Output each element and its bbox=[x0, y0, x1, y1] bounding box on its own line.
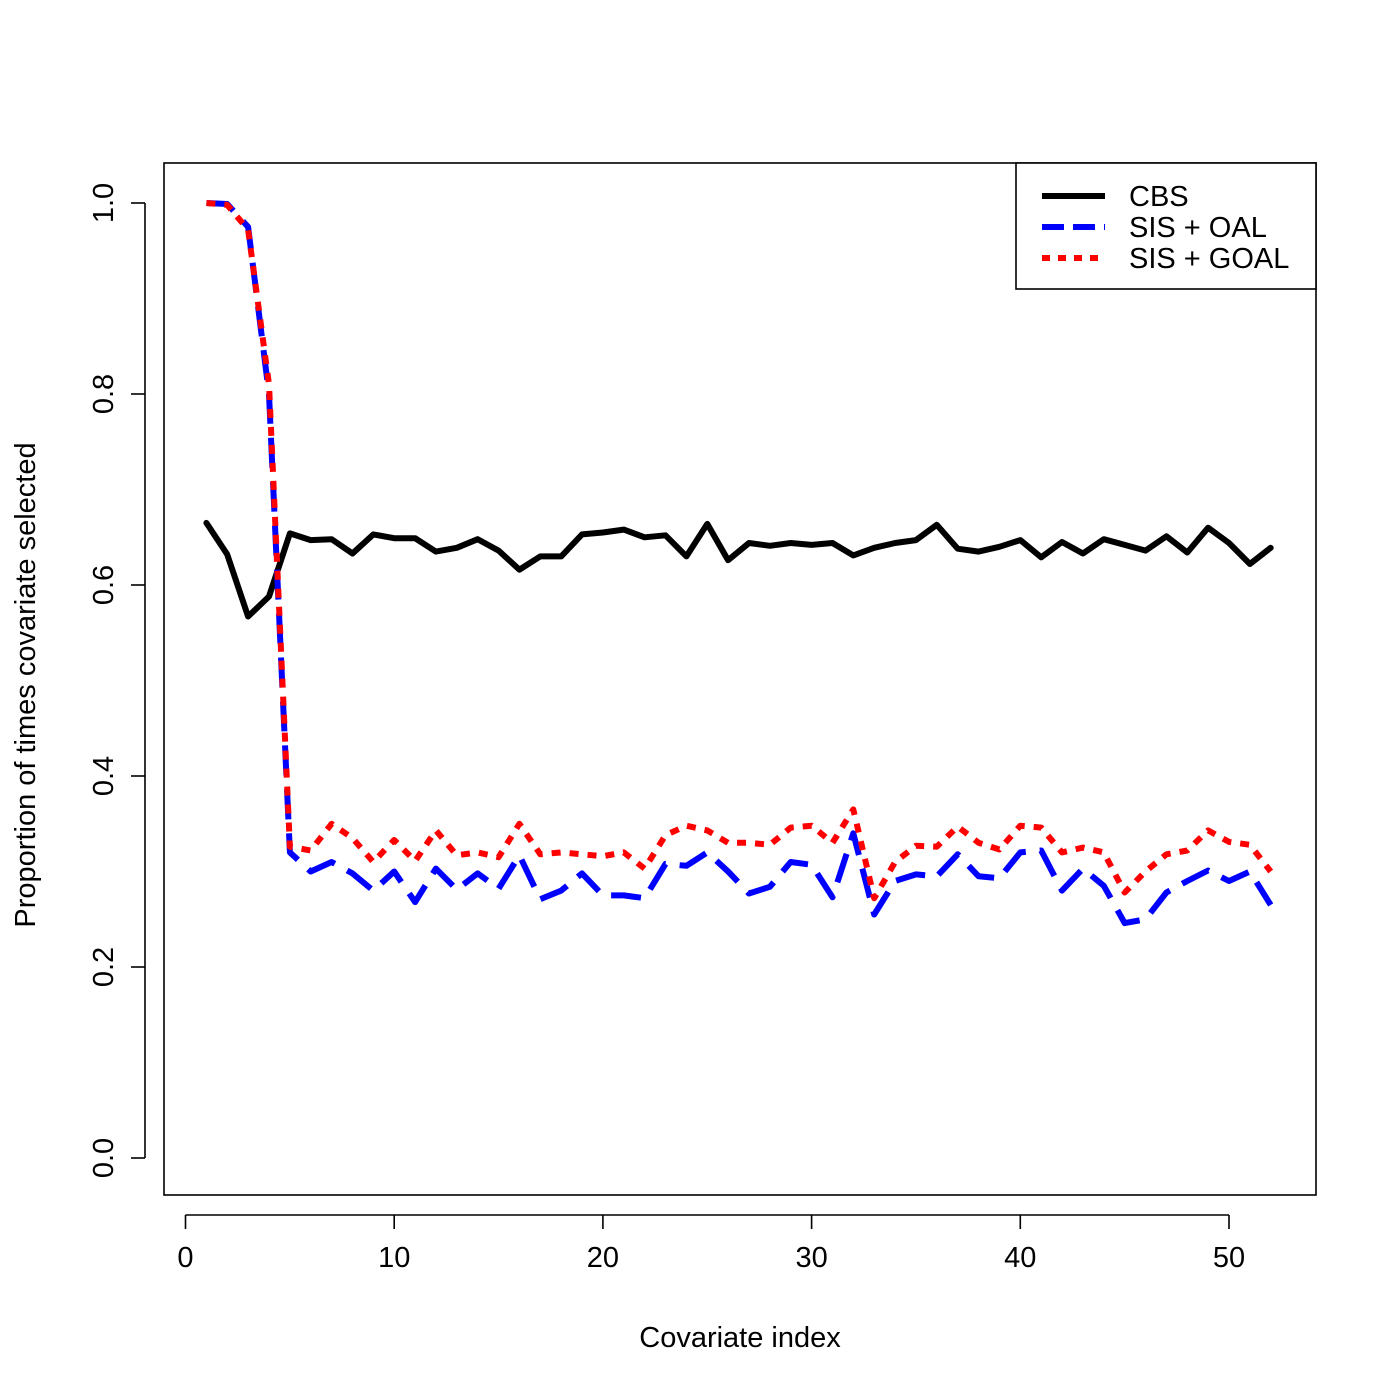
y-tick-label: 0.0 bbox=[88, 1138, 120, 1178]
y-tick-label: 0.8 bbox=[88, 374, 120, 414]
x-axis: 0 10 20 30 40 50 bbox=[177, 1214, 1245, 1274]
plot-frame bbox=[163, 162, 1317, 1196]
series-line-sis-oal bbox=[206, 200, 1274, 927]
x-tick-label: 10 bbox=[378, 1242, 410, 1274]
y-tick-label: 0.6 bbox=[88, 565, 120, 605]
series-line-sis-goal bbox=[206, 200, 1274, 902]
x-tick-label: 0 bbox=[177, 1242, 193, 1274]
y-tick-label: 0.2 bbox=[88, 947, 120, 987]
x-tick-label: 20 bbox=[587, 1242, 619, 1274]
y-tick-label: 1.0 bbox=[88, 183, 120, 223]
series-layer bbox=[203, 200, 1274, 927]
y-axis: 0.0 0.2 0.4 0.6 0.8 1.0 bbox=[88, 183, 146, 1178]
legend-label: CBS bbox=[1129, 181, 1189, 213]
x-tick-label: 30 bbox=[795, 1242, 827, 1274]
x-tick-label: 50 bbox=[1213, 1242, 1245, 1274]
legend-label: SIS + GOAL bbox=[1129, 243, 1289, 275]
x-axis-label: Covariate index bbox=[639, 1322, 841, 1354]
x-tick-label: 40 bbox=[1004, 1242, 1036, 1274]
y-axis-label: Proportion of times covariate selected bbox=[10, 442, 42, 927]
legend-label: SIS + OAL bbox=[1129, 212, 1267, 244]
legend-box bbox=[1015, 162, 1317, 290]
series-line-cbs bbox=[203, 519, 1274, 620]
y-tick-label: 0.4 bbox=[88, 756, 120, 796]
